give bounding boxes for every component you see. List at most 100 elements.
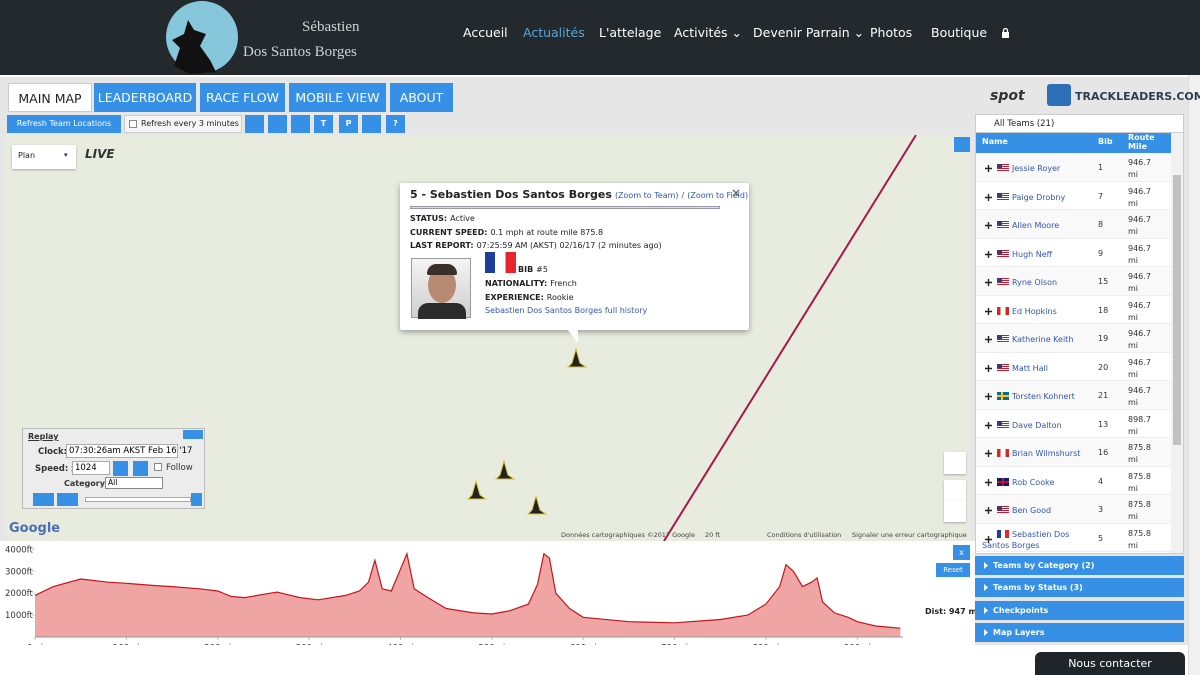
checkbox[interactable] (129, 120, 137, 128)
nav-item[interactable]: Photos (870, 25, 913, 40)
tool-button[interactable]: T (314, 115, 333, 133)
team-name[interactable]: Ryne Olson (1012, 278, 1058, 287)
team-name[interactable]: Torsten Kohnert (1012, 392, 1075, 401)
x-tick-label: 600mi (570, 644, 597, 645)
speed-down[interactable] (133, 461, 148, 476)
tool-button[interactable] (245, 115, 264, 133)
lock-body (1002, 32, 1009, 38)
tab[interactable]: LEADERBOARD (94, 83, 196, 112)
team-row[interactable]: Katherine Keith 19 946.7 mi (976, 324, 1171, 353)
report-error[interactable]: Signaler une erreur cartographique (852, 531, 967, 539)
tab[interactable]: RACE FLOW (200, 83, 285, 112)
team-row[interactable]: Torsten Kohnert 21 946.7 mi (976, 381, 1171, 410)
pegman[interactable] (944, 452, 966, 474)
replay-slider[interactable] (85, 497, 191, 502)
info-row: STATUS: Active (410, 214, 475, 223)
refresh-button[interactable]: Refresh Team Locations (7, 115, 121, 133)
team-row[interactable]: Allen Moore 8 946.7 mi (976, 210, 1171, 239)
replay-close[interactable] (183, 430, 203, 439)
team-row[interactable]: Sebastien Dos Santos Borges 5 875.8 mi (976, 523, 1171, 552)
history-link[interactable]: Sebastien Dos Santos Borges full history (485, 306, 648, 315)
team-row[interactable]: Matt Hall 20 946.7 mi (976, 352, 1171, 381)
team-name[interactable]: Allen Moore (1012, 221, 1060, 230)
speed-up[interactable] (113, 461, 128, 476)
play-button[interactable] (33, 493, 54, 506)
category-select[interactable]: All (105, 477, 163, 489)
nav-item[interactable]: Activités ⌄ (674, 25, 743, 40)
elevation-reset[interactable]: Reset (936, 563, 970, 577)
terms[interactable]: Conditions d'utilisation (767, 531, 842, 539)
tab[interactable]: ABOUT (390, 83, 453, 112)
map-type-select[interactable]: Plan ▾ (12, 145, 76, 169)
all-teams-header[interactable]: All Teams (21) (976, 115, 1183, 133)
contact-button[interactable]: Nous contacter (1035, 652, 1185, 675)
tool-button[interactable] (268, 115, 287, 133)
tl-icon (1047, 84, 1071, 106)
team-name[interactable]: Ben Good (1012, 506, 1052, 515)
team-name[interactable]: Matt Hall (1012, 363, 1048, 373)
panel-section[interactable]: Teams by Category (2) (975, 556, 1184, 575)
flag (997, 221, 1009, 229)
team-name[interactable]: Rob Cooke (1012, 477, 1055, 487)
expand-plus (985, 478, 992, 486)
team-row[interactable]: Dave Dalton 13 898.7 mi (976, 409, 1171, 438)
tab[interactable]: MAIN MAP (8, 83, 92, 112)
team-row[interactable]: Paige Drobny 7 946.7 mi (976, 181, 1171, 210)
tool-button[interactable]: P (339, 115, 358, 133)
slider-handle[interactable] (191, 493, 202, 506)
nav-item[interactable]: L'attelage (599, 25, 662, 40)
panel-toggle[interactable] (954, 137, 970, 152)
zoom-field-link[interactable]: (Zoom to Field) (687, 191, 749, 200)
stop-button[interactable] (57, 493, 78, 506)
column-header[interactable]: Name (982, 137, 1008, 146)
nav-item[interactable]: Actualités (523, 25, 585, 40)
tool-button[interactable] (362, 115, 381, 133)
expand-plus (985, 535, 992, 543)
clock-input[interactable]: 07:30:26am AKST Feb 16 '17 (66, 444, 192, 458)
nav-item[interactable]: Devenir Parrain ⌄ (753, 25, 865, 40)
popup-tail-shape (567, 329, 578, 343)
header: Sébastien Dos Santos Borges Accueil Actuali… (0, 0, 1200, 75)
lock-icon (1002, 28, 1009, 38)
team-name[interactable]: Sebastien Dos Santos Borges (982, 529, 1070, 550)
zoom-team-link[interactable]: (Zoom to Team) (614, 191, 679, 200)
column-header[interactable]: Bib (1098, 137, 1113, 146)
team-row[interactable]: Brian Wilmshurst 16 875.8 mi (976, 438, 1171, 467)
column-header[interactable]: Route Mile (1128, 133, 1155, 151)
team-row[interactable]: Ed Hopkins 18 946.7 mi (976, 295, 1171, 324)
bib: 13 (1098, 419, 1109, 429)
team-name[interactable]: Dave Dalton (1012, 420, 1062, 430)
team-name[interactable]: Paige Drobny (1012, 192, 1066, 202)
team-row[interactable]: Jessie Royer 1 946.7 mi (976, 153, 1171, 182)
team-row[interactable]: Ryne Olson 15 946.7 mi (976, 267, 1171, 296)
route-mile: 875.8 mi (1128, 500, 1151, 521)
tool-button[interactable] (291, 115, 310, 133)
speed-input[interactable]: 1024 (72, 461, 110, 475)
team-row[interactable]: Hugh Neff 9 946.7 mi (976, 238, 1171, 267)
team-row[interactable]: Ben Good 3 875.8 mi (976, 495, 1171, 524)
panel-section[interactable]: Teams by Status (3) (975, 578, 1184, 598)
tab[interactable]: MOBILE VIEW (289, 83, 386, 112)
panel-section[interactable]: Checkpoints (975, 600, 1184, 620)
team-name[interactable]: Hugh Neff (1012, 249, 1053, 259)
team-row[interactable]: Rob Cooke 4 875.8 mi (976, 466, 1171, 495)
expand-plus (985, 279, 992, 286)
expand-plus (985, 393, 992, 400)
zoom-in[interactable] (944, 480, 966, 501)
nav-item[interactable]: Boutique (931, 25, 988, 40)
info-value: Rookie (546, 293, 574, 302)
team-name[interactable]: Ed Hopkins (1012, 306, 1057, 316)
team-name[interactable]: Brian Wilmshurst (1012, 449, 1081, 458)
nav-item[interactable]: Accueil (463, 25, 508, 40)
panel-section[interactable]: Map Layers (975, 622, 1184, 642)
bib: 1 (1098, 163, 1104, 172)
zoom-out[interactable] (944, 501, 966, 522)
follow-checkbox[interactable] (154, 463, 162, 471)
info-value: Active (450, 214, 475, 223)
tool-button[interactable]: ? (386, 115, 405, 133)
team-name[interactable]: Katherine Keith (1012, 335, 1074, 344)
team-name[interactable]: Jessie Royer (1012, 164, 1061, 173)
elevation-close[interactable]: x (953, 545, 970, 560)
auto-refresh[interactable]: Refresh every 3 minutes (124, 115, 242, 133)
replay-title[interactable]: Replay (28, 432, 59, 441)
